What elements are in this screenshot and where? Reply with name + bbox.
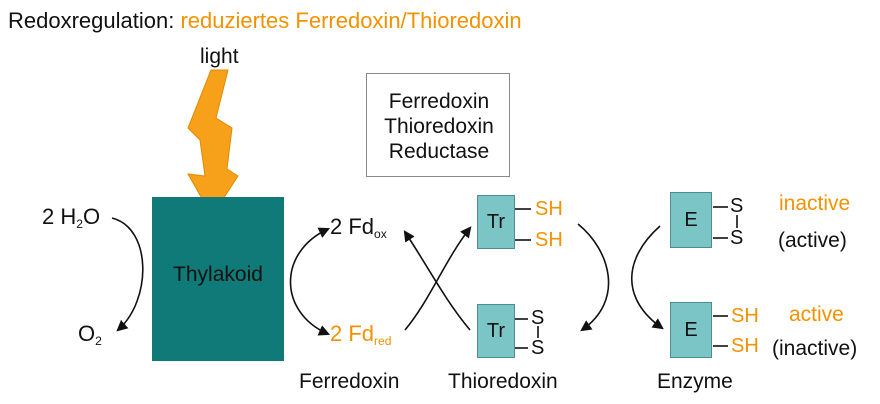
- thioredoxin-box-reduced: Tr: [477, 195, 515, 249]
- title-highlight: reduziertes Ferredoxin/Thioredoxin: [180, 8, 522, 33]
- diagram-title: Redoxregulation: reduziertes Ferredoxin/…: [8, 10, 522, 32]
- e-s-top: S: [730, 195, 744, 217]
- tr-s-top: S: [531, 307, 545, 329]
- fd-oxidized-label: 2 Fdox: [330, 214, 387, 242]
- e-sh-bottom: SH: [731, 335, 759, 357]
- tr-to-e-arrow-1: [577, 223, 610, 332]
- reductase-box: Ferredoxin Thioredoxin Reductase: [366, 73, 510, 177]
- reductase-line-1: Ferredoxin: [388, 90, 490, 113]
- enzyme-bottom-alt: (inactive): [772, 337, 858, 360]
- fd-to-tr-arrow: [403, 230, 471, 331]
- enzyme-top-state: inactive: [779, 192, 851, 215]
- oxygen-label: O2: [78, 321, 102, 349]
- reductase-line-3: Reductase: [388, 140, 490, 163]
- thioredoxin-box-oxidized: Tr: [477, 304, 515, 358]
- thylakoid-label: Thylakoid: [173, 263, 263, 286]
- fd-reduction-arrow: [289, 227, 331, 336]
- tr-sh-bottom: SH: [535, 229, 563, 251]
- tr-sh-top: SH: [535, 198, 563, 220]
- water-oxidation-arrow: [111, 217, 144, 332]
- water-label: 2 H2O: [42, 204, 101, 232]
- enzyme-top-alt: (active): [778, 229, 847, 252]
- title-prefix: Redoxregulation:: [8, 8, 181, 33]
- enzyme-bottom-state: active: [789, 303, 844, 326]
- lightning-bolt-icon: [187, 69, 239, 217]
- thioredoxin-caption: Thioredoxin: [448, 370, 558, 393]
- reductase-line-2: Thioredoxin: [384, 115, 494, 138]
- e-sh-top: SH: [731, 305, 759, 327]
- tr-from-fd-arrow: [404, 226, 472, 331]
- tr-to-e-arrow-2: [630, 225, 664, 330]
- light-label: light: [200, 45, 239, 68]
- e-s-bottom: S: [730, 227, 744, 249]
- tr-s-bottom: S: [531, 337, 545, 359]
- enzyme-box-oxidized: E: [670, 192, 712, 248]
- enzyme-box-reduced: E: [670, 302, 712, 358]
- thylakoid-block: [152, 197, 284, 361]
- ferredoxin-caption: Ferredoxin: [299, 370, 400, 393]
- fd-reduced-label: 2 Fdred: [330, 321, 392, 349]
- enzyme-caption: Enzyme: [657, 370, 733, 393]
